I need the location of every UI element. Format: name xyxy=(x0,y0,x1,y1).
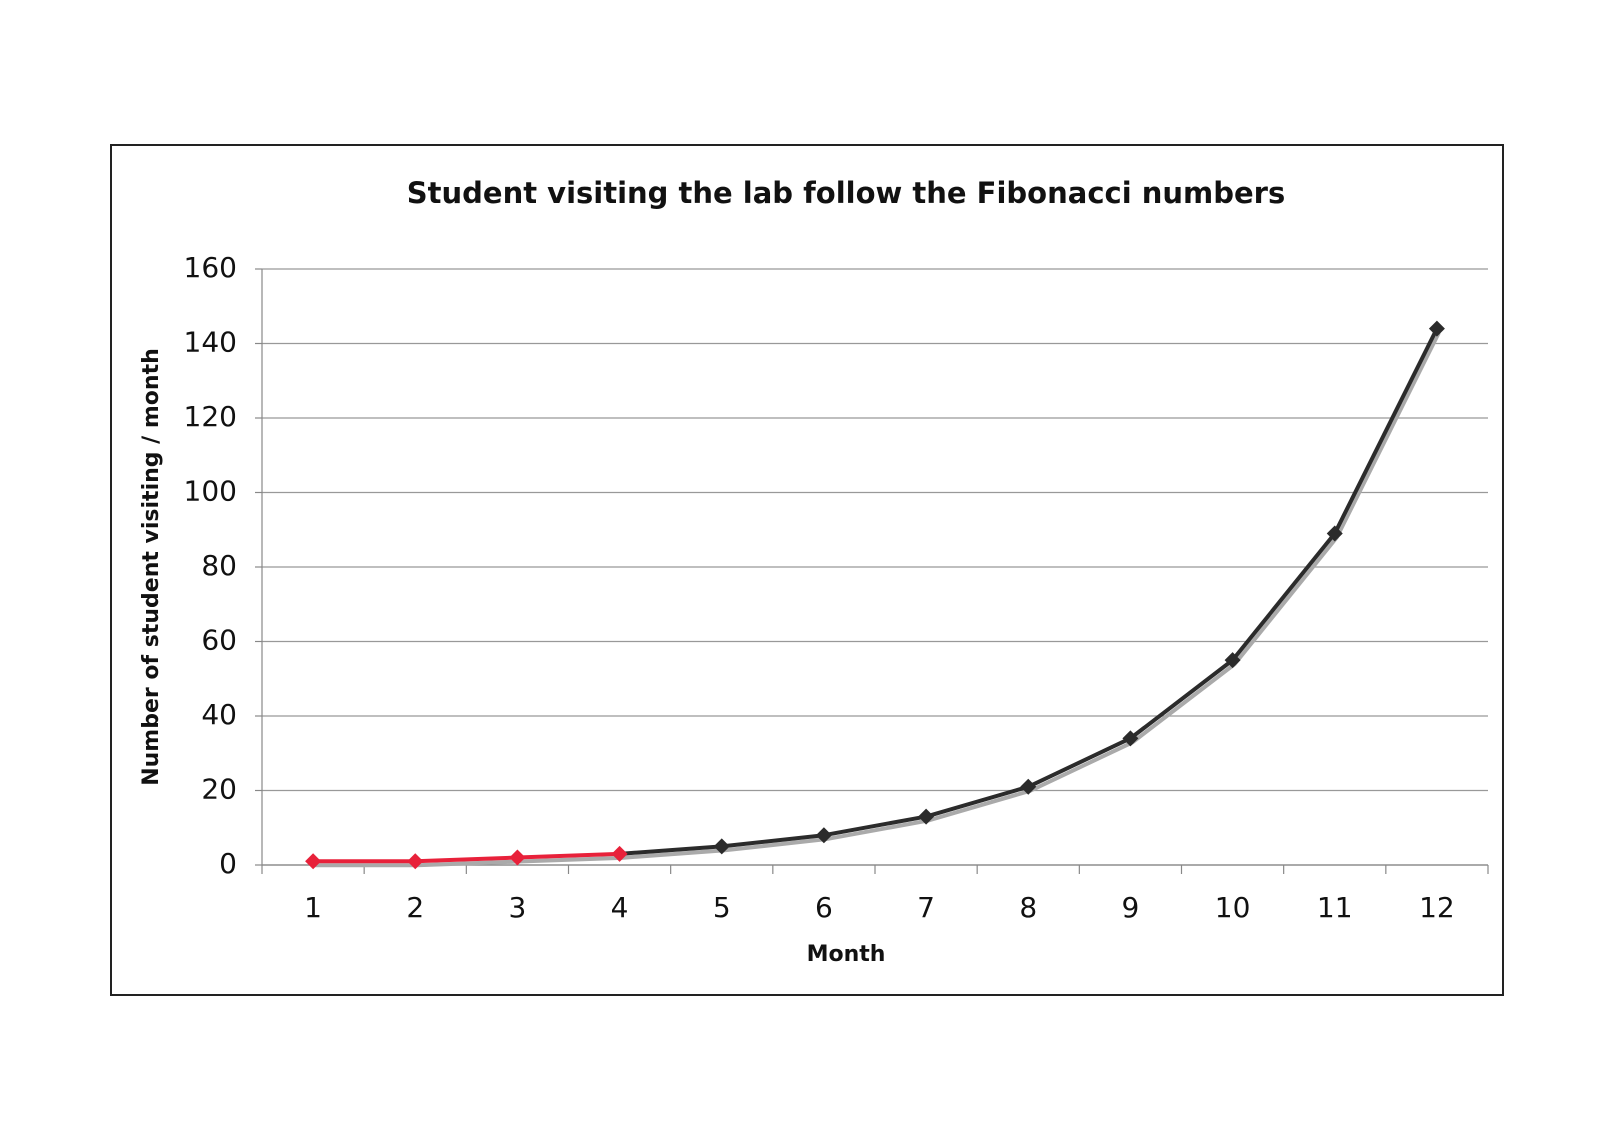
point-marker xyxy=(407,853,424,870)
point-marker xyxy=(1224,652,1241,669)
y-tick-label: 140 xyxy=(184,326,237,359)
x-tick-label: 12 xyxy=(1419,891,1455,924)
line-segment xyxy=(1027,736,1132,789)
y-tick-label: 60 xyxy=(201,624,237,657)
x-axis-label: Month xyxy=(807,942,886,967)
x-tick-label: 6 xyxy=(815,891,833,924)
line-segment xyxy=(415,855,518,864)
point-marker xyxy=(1428,320,1445,337)
x-tick-label: 2 xyxy=(406,891,424,924)
line-segment xyxy=(1231,532,1337,662)
line-segment xyxy=(1332,327,1439,535)
line-segment xyxy=(823,814,927,838)
line-segment xyxy=(619,844,722,856)
y-tick-label: 100 xyxy=(184,475,237,508)
x-tick-label: 10 xyxy=(1215,891,1251,924)
y-tick-label: 80 xyxy=(201,549,237,582)
point-marker xyxy=(1326,525,1343,542)
point-marker xyxy=(1020,778,1037,795)
line-segment xyxy=(1129,658,1234,740)
x-tick-label: 3 xyxy=(509,891,527,924)
point-marker xyxy=(815,827,832,844)
point-marker xyxy=(713,838,730,855)
y-axis-label: Number of student visiting / month xyxy=(139,348,164,786)
x-tick-label: 7 xyxy=(917,891,935,924)
y-tick-label: 40 xyxy=(201,698,237,731)
point-marker xyxy=(1122,730,1139,747)
line-shadow xyxy=(315,331,1441,868)
line-segment xyxy=(517,851,620,860)
chart-frame xyxy=(110,144,1504,996)
x-tick-label: 9 xyxy=(1122,891,1140,924)
x-tick-label: 4 xyxy=(611,891,629,924)
y-tick-label: 20 xyxy=(201,773,237,806)
line-segment xyxy=(721,833,825,849)
chart-title: Student visiting the lab follow the Fibo… xyxy=(407,176,1285,210)
point-marker xyxy=(509,849,526,866)
x-tick-label: 11 xyxy=(1317,891,1353,924)
x-tick-label: 5 xyxy=(713,891,731,924)
x-tick-label: 8 xyxy=(1019,891,1037,924)
point-marker xyxy=(918,808,935,825)
y-tick-label: 0 xyxy=(219,847,237,880)
y-tick-label: 120 xyxy=(184,400,237,433)
point-marker xyxy=(611,845,628,862)
y-tick-label: 160 xyxy=(184,251,237,284)
x-tick-label: 1 xyxy=(304,891,322,924)
line-segment xyxy=(925,784,1029,819)
point-marker xyxy=(305,853,322,870)
